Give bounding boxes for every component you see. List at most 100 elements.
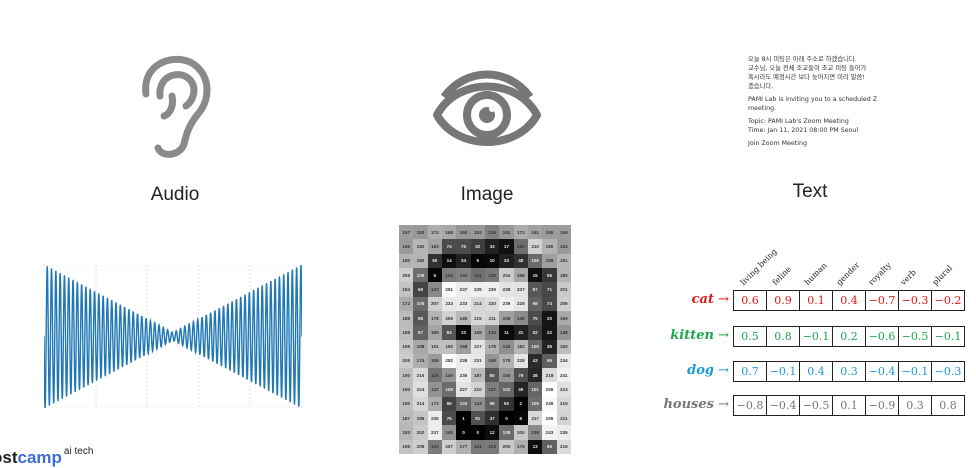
pixel-cell: 75	[441, 411, 457, 426]
pixel-cell: 199	[399, 339, 414, 354]
pixel-cell: 10	[484, 253, 500, 268]
pixel-cell: 179	[427, 310, 442, 326]
feature-label: human	[802, 260, 829, 287]
vector-value: 0.9	[767, 291, 800, 310]
pixel-cell: 161	[527, 225, 543, 240]
pixel-cell: 138	[527, 425, 543, 440]
pixel-cell: 96	[542, 439, 557, 454]
pixel-cell: 81	[470, 411, 485, 426]
pixel-cell: 116	[427, 368, 442, 383]
pixel-cell: 143	[470, 396, 485, 412]
pixel-cell: 216	[413, 368, 428, 383]
pixel-cell: 228	[499, 282, 514, 297]
pixel-cell: 129	[484, 225, 500, 240]
eye-icon	[433, 70, 541, 146]
pixel-cell: 227	[513, 282, 528, 297]
pixel-cell: 165	[427, 325, 442, 340]
pixel-cell: 75	[527, 310, 543, 326]
embedding-vector: 0.7 −0.1 0.4 0.3 −0.4 −0.1 −0.3	[733, 361, 965, 382]
pixel-value-grid: 157 153 174 168 150 152 129 151 172 161 155 156 155 1…	[399, 225, 571, 454]
pixel-cell: 154	[556, 239, 571, 254]
pixel-cell: 233	[441, 296, 457, 311]
pixel-cell: 187	[399, 411, 414, 426]
pixel-cell: 202	[413, 425, 428, 440]
pixel-cell: 10	[456, 325, 471, 340]
pixel-cell: 155	[542, 225, 557, 240]
pixel-cell: 147	[427, 382, 442, 397]
pixel-cell: 224	[413, 382, 428, 397]
vector-value: 0.4	[800, 362, 833, 381]
pixel-cell: 218	[542, 368, 557, 383]
pixel-cell: 206	[556, 296, 571, 311]
vector-value: 0.8	[939, 399, 957, 412]
word-label: houses →	[663, 397, 729, 412]
pixel-cell: 239	[499, 296, 514, 311]
pixel-cell: 166	[513, 267, 528, 283]
pixel-cell: 6	[470, 253, 485, 268]
pixel-cell: 36	[542, 339, 557, 354]
pixel-cell: 47	[484, 411, 500, 426]
pixel-cell: 194	[399, 282, 414, 297]
pixel-cell: 241	[556, 368, 571, 383]
pixel-cell: 33	[484, 239, 500, 254]
feature-label: gender	[834, 260, 862, 287]
pixel-cell: 210	[470, 382, 485, 397]
pixel-cell: 189	[399, 325, 414, 340]
pixel-cell: 172	[513, 225, 528, 240]
vector-value: 0.7	[734, 362, 767, 381]
pixel-cell: 172	[399, 296, 414, 311]
pixel-cell: 84	[441, 325, 457, 340]
pixel-cell: 243	[542, 425, 557, 440]
pixel-cell: 101	[527, 382, 543, 397]
vector-value: 0.6	[734, 291, 767, 310]
pixel-cell: 214	[413, 396, 428, 412]
pixel-cell: 33	[499, 253, 514, 268]
pixel-cell: 110	[513, 239, 528, 254]
pixel-cell: 12	[484, 425, 500, 440]
pixel-cell: 123	[427, 439, 442, 454]
vector-value: 0.2	[833, 327, 866, 346]
feature-label: royalty	[866, 260, 893, 287]
pixel-cell: 155	[427, 353, 442, 369]
ear-icon	[142, 55, 211, 158]
pixel-cell: 178	[484, 339, 500, 354]
pixel-cell: 174	[427, 225, 442, 240]
pixel-cell: 215	[556, 396, 571, 412]
word-text: dog	[687, 363, 714, 378]
pixel-cell: 14	[441, 253, 457, 268]
pixel-cell: 121	[470, 439, 485, 454]
logo-prefix: ost	[0, 448, 18, 467]
pixel-cell: 50	[499, 396, 514, 412]
word-embedding-table: living being feline human gender royalty verb…	[640, 230, 965, 430]
pixel-cell: 255	[542, 382, 557, 397]
pixel-cell: 153	[413, 225, 428, 240]
pixel-cell: 150	[456, 225, 471, 240]
pixel-cell: 224	[556, 382, 571, 397]
pixel-cell: 177	[456, 439, 471, 454]
pixel-cell: 79	[513, 368, 528, 383]
pixel-cell: 56	[542, 267, 557, 283]
pixel-cell: 71	[542, 282, 557, 297]
email-join: Join Zoom Meeting	[748, 140, 807, 147]
pixel-cell: 178	[499, 353, 514, 369]
logo-camp: camp	[17, 448, 62, 467]
email-korean: 오늘 8시 미팅은 아래 주소로 하겠습니다. 교수님, 오늘 전체 조교들이 …	[748, 56, 867, 90]
pixel-cell: 235	[427, 411, 442, 426]
pixel-cell: 124	[441, 267, 457, 283]
arrow-icon: →	[713, 292, 729, 307]
pixel-cell: 215	[470, 310, 485, 326]
embedding-vector: −0.8 −0.4 −0.5 0.1 −0.9 0.3 0.8	[733, 395, 965, 416]
pixel-cell: 152	[470, 225, 485, 240]
pixel-cell: 106	[413, 296, 428, 311]
waveform-line	[44, 265, 302, 408]
pixel-cell: 190	[399, 368, 414, 383]
pixel-cell: 236	[556, 425, 571, 440]
vector-value: −0.3	[934, 365, 962, 378]
vector-value: −0.8	[734, 396, 767, 415]
pixel-cell: 237	[456, 282, 471, 297]
pixel-cell: 22	[542, 325, 557, 340]
pixel-cell: 210	[527, 239, 543, 254]
pixel-cell: 1	[456, 411, 471, 426]
pixel-cell: 174	[413, 353, 428, 369]
pixel-cell: 17	[499, 239, 514, 254]
